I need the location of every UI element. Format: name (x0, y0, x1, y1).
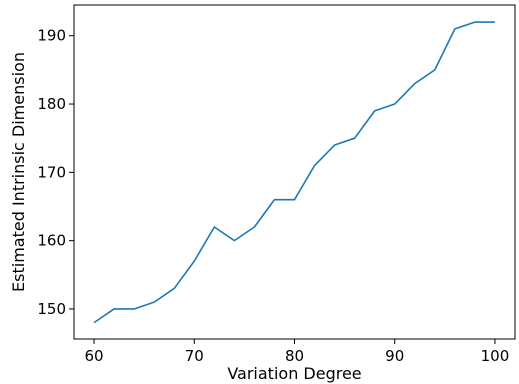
y-tick-label: 150 (37, 300, 66, 318)
x-axis-label: Variation Degree (227, 364, 361, 383)
series-line (93, 21, 495, 324)
y-axis-label: Estimated Intrinsic Dimension (9, 52, 28, 292)
y-tick-label: 160 (37, 232, 66, 250)
x-axis-ticks: 60 70 80 90 100 (84, 339, 509, 365)
x-tick-label: 70 (185, 347, 204, 365)
plot-frame (73, 4, 516, 340)
x-tick-label: 100 (481, 347, 510, 365)
y-tick-label: 170 (37, 163, 66, 181)
x-tick-label: 80 (285, 347, 304, 365)
y-tick-label: 190 (37, 27, 66, 45)
y-axis-ticks: 150 160 170 180 190 (37, 27, 74, 318)
x-tick-label: 60 (84, 347, 103, 365)
x-tick-label: 90 (385, 347, 404, 365)
y-tick-label: 180 (37, 95, 66, 113)
